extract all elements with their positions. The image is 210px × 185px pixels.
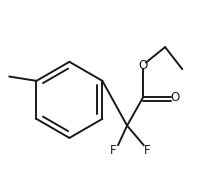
Text: F: F	[110, 144, 117, 157]
Text: O: O	[170, 91, 180, 104]
Text: F: F	[143, 144, 150, 157]
Text: O: O	[138, 59, 148, 72]
